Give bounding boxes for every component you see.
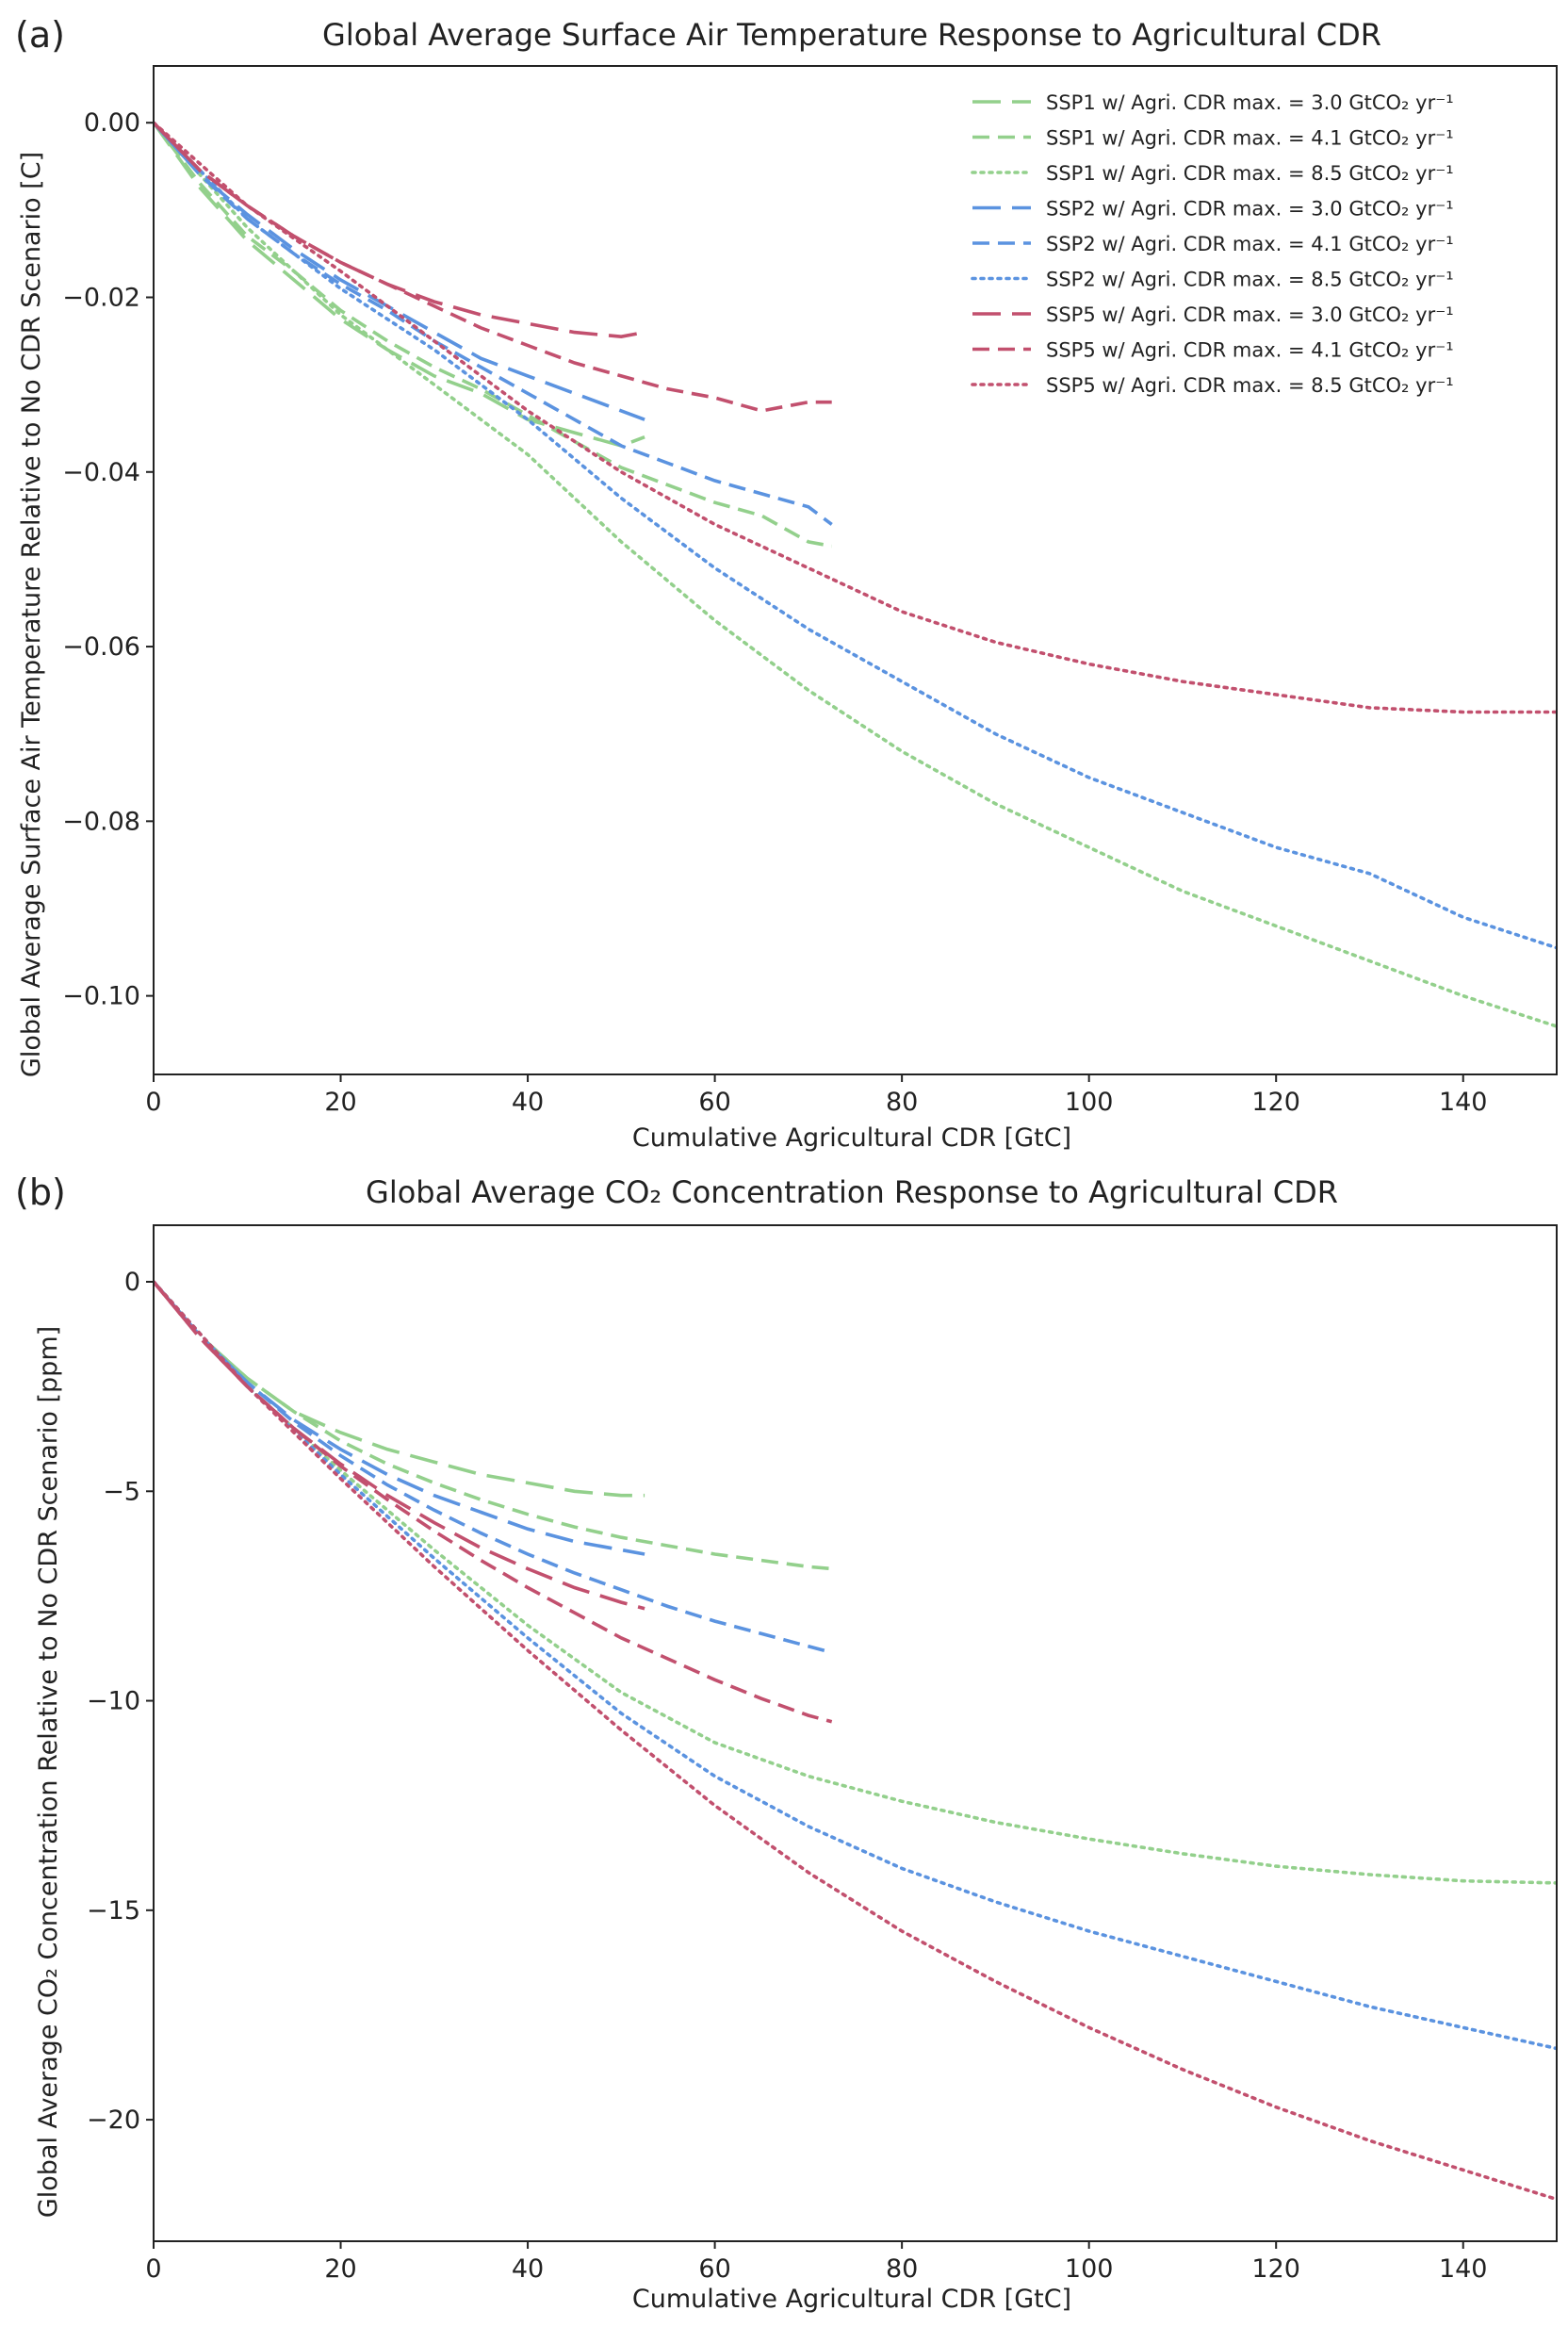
panel-a-legend: SSP1 w/ Agri. CDR max. = 3.0 GtCO₂ yr⁻¹ S…	[971, 91, 1454, 397]
panel-b-line-ssp5-dot	[154, 1280, 1557, 2202]
panel-b-line-ssp2-dash	[154, 1280, 833, 1655]
panel-b-label: (b)	[15, 1172, 66, 1213]
panel-b-xtick-label: 60	[698, 2254, 730, 2284]
panel-a-xlabel: Cumulative Agricultural CDR [GtC]	[632, 1123, 1071, 1153]
panel-b-line-ssp1-longdash	[154, 1280, 645, 1498]
panel-a-line-ssp2-dot	[154, 121, 1557, 950]
panel-b-axes-frame	[153, 1224, 1558, 2242]
panel-b-ytick-label: −5	[103, 1477, 140, 1506]
panel-b-xtick-label: 20	[324, 2254, 356, 2284]
panel-a-xtick-label: 80	[886, 1088, 918, 1117]
legend-label: SSP1 w/ Agri. CDR max. = 3.0 GtCO₂ yr⁻¹	[1046, 91, 1454, 114]
panel-b-ytick-label: 0	[124, 1268, 140, 1297]
panel-b-ytick-label: −10	[87, 1687, 140, 1716]
panel-a-line-ssp1-longdash	[154, 122, 645, 448]
panel-a-xtick-label: 40	[512, 1088, 544, 1117]
panel-b-line-ssp1-dot	[154, 1280, 1557, 1885]
panel-a-ylabel: Global Average Surface Air Temperature R…	[17, 152, 46, 1077]
panel-a-xtick-label: 100	[1065, 1088, 1114, 1117]
panel-b-series	[154, 1280, 1557, 2202]
panel-a-line-ssp5-dot	[154, 121, 1557, 714]
panel-b-xtick-label: 120	[1251, 2254, 1300, 2284]
panel-a-series	[154, 121, 1557, 1028]
panel-a-ytick-label: −0.04	[62, 458, 140, 487]
panel-a-title: Global Average Surface Air Temperature R…	[322, 17, 1381, 53]
panel-b-title: Global Average CO₂ Concentration Respons…	[366, 1174, 1338, 1210]
panel-b-xtick-label: 80	[886, 2254, 918, 2284]
panel-b-xtick-label: 40	[512, 2254, 544, 2284]
panel-b-line-ssp5-longdash	[154, 1280, 645, 1611]
panel-b-line-ssp2-longdash	[154, 1280, 645, 1556]
panel-a-line-ssp1-dot	[154, 121, 1557, 1028]
legend-label: SSP2 w/ Agri. CDR max. = 4.1 GtCO₂ yr⁻¹	[1046, 233, 1454, 255]
panel-b: (b) Global Average CO₂ Concentration Res…	[15, 1172, 1558, 2314]
panel-b-xtick-label: 0	[145, 2254, 161, 2284]
panel-a-ytick-label: 0.00	[84, 108, 140, 138]
panel-a-label: (a)	[15, 14, 65, 56]
legend-label: SSP5 w/ Agri. CDR max. = 3.0 GtCO₂ yr⁻¹	[1046, 303, 1454, 326]
legend-label: SSP2 w/ Agri. CDR max. = 8.5 GtCO₂ yr⁻¹	[1046, 269, 1454, 291]
panel-a-xtick-label: 60	[698, 1088, 730, 1117]
panel-a-ytick-label: −0.02	[62, 283, 140, 312]
panel-a-line-ssp1-dash	[154, 122, 833, 549]
panel-a-line-ssp2-longdash	[154, 122, 645, 421]
panel-a: (a) Global Average Surface Air Temperatu…	[15, 14, 1558, 1153]
panel-b-xtick-label: 100	[1065, 2254, 1114, 2284]
panel-a-xtick-label: 0	[145, 1088, 161, 1117]
legend-label: SSP2 w/ Agri. CDR max. = 3.0 GtCO₂ yr⁻¹	[1046, 198, 1454, 221]
panel-b-ylabel: Global Average CO₂ Concentration Relativ…	[34, 1326, 63, 2218]
panel-a-plot: 0 20 40 60 80 100 120 140 0.00 −0.02 −0.04 −0.06 −0.…	[62, 65, 1558, 1117]
legend-label: SSP1 w/ Agri. CDR max. = 8.5 GtCO₂ yr⁻¹	[1046, 162, 1454, 185]
panel-a-line-ssp2-dash	[154, 122, 833, 526]
panel-a-xtick-label: 20	[324, 1088, 356, 1117]
panel-b-line-ssp2-dot	[154, 1280, 1557, 2051]
panel-b-xtick-label: 140	[1439, 2254, 1488, 2284]
panel-b-line-ssp5-dash	[154, 1280, 833, 1724]
panel-b-xlabel: Cumulative Agricultural CDR [GtC]	[632, 2285, 1071, 2314]
panel-b-ytick-label: −20	[87, 2106, 140, 2135]
legend-label: SSP5 w/ Agri. CDR max. = 8.5 GtCO₂ yr⁻¹	[1046, 374, 1454, 397]
legend-label: SSP5 w/ Agri. CDR max. = 4.1 GtCO₂ yr⁻¹	[1046, 339, 1454, 362]
panel-a-xtick-label: 120	[1251, 1088, 1300, 1117]
panel-a-line-ssp5-longdash	[154, 121, 645, 339]
panel-a-line-ssp5-dash	[154, 121, 832, 413]
panel-a-axes-frame	[153, 65, 1558, 1075]
panel-b-plot: 0 20 40 60 80 100 120 140 0 −5 −10 −15 −20	[87, 1224, 1558, 2284]
panel-a-xtick-label: 140	[1439, 1088, 1488, 1117]
panel-b-ytick-label: −15	[87, 1896, 140, 1926]
panel-a-ytick-label: −0.06	[62, 632, 140, 662]
panel-b-line-ssp1-dash	[154, 1280, 832, 1571]
legend-label: SSP1 w/ Agri. CDR max. = 4.1 GtCO₂ yr⁻¹	[1046, 127, 1454, 150]
panel-a-ytick-label: −0.08	[62, 807, 140, 836]
panel-a-ytick-label: −0.10	[62, 982, 140, 1011]
